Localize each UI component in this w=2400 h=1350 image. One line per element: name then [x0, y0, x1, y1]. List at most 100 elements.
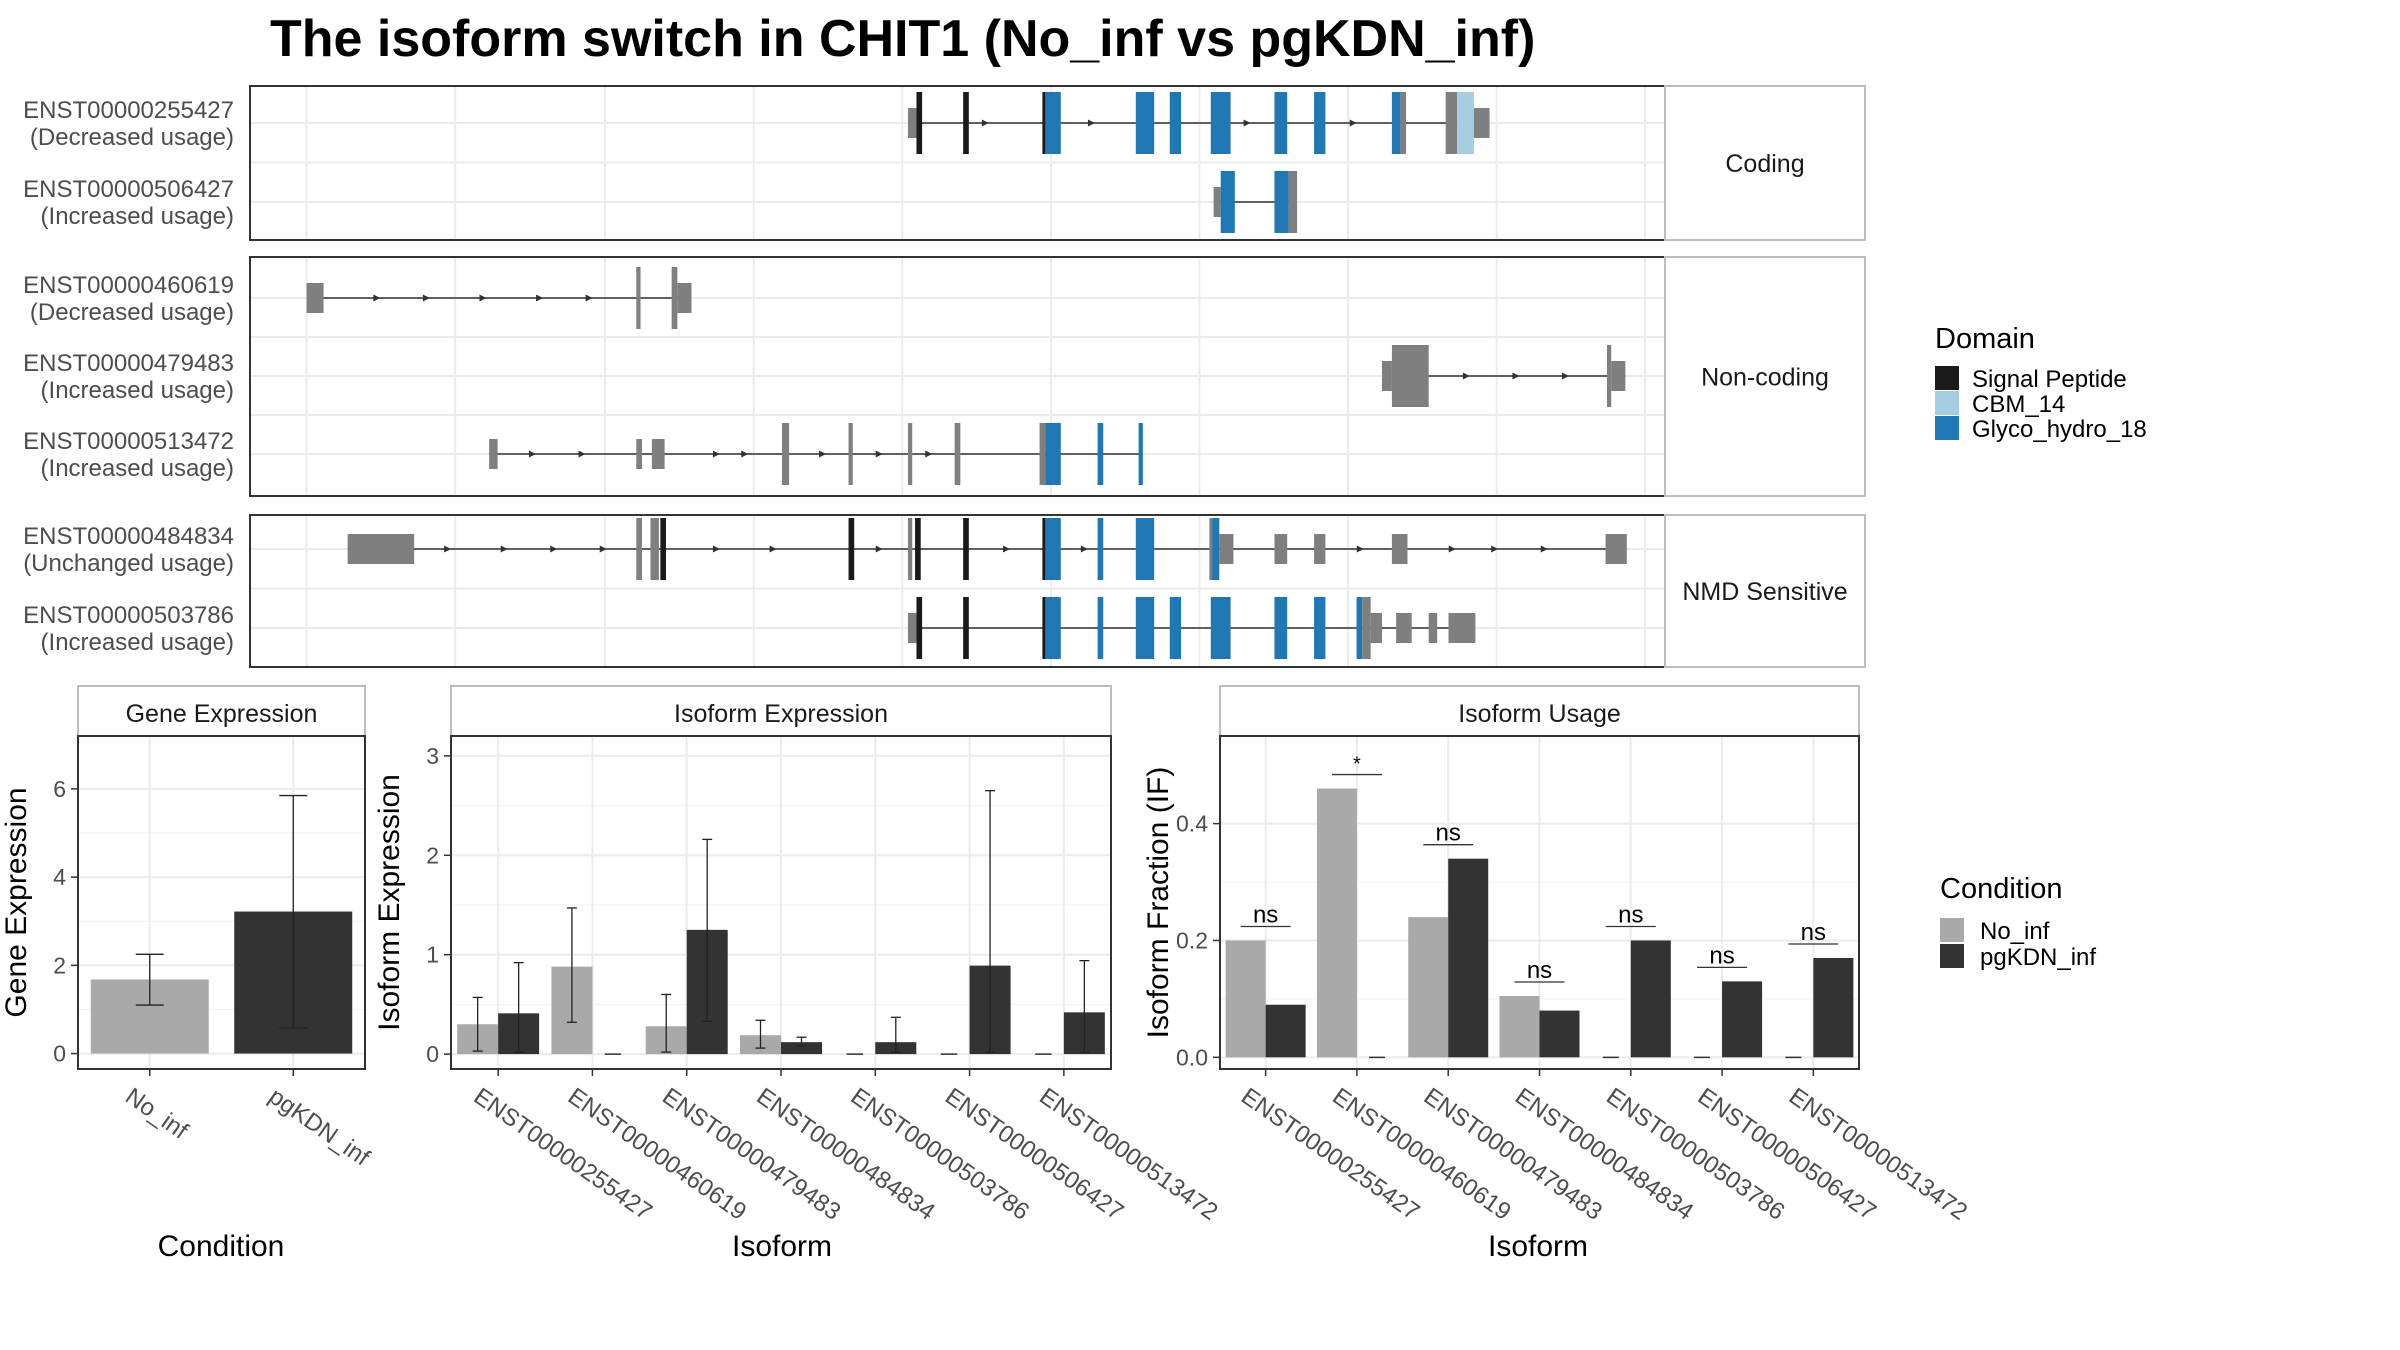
y-axis-title: Isoform Fraction (IF) — [1142, 767, 1175, 1039]
exon-block — [1356, 597, 1363, 659]
significance-label: ns — [1436, 820, 1461, 847]
x-tick-label: No_inf — [120, 1083, 193, 1145]
bar — [1722, 981, 1763, 1058]
strand-arrow — [1243, 119, 1251, 127]
legend-key-swatch — [1935, 416, 1959, 440]
exon-block — [848, 423, 853, 485]
y-tick-label: 0 — [426, 1041, 439, 1067]
panel-strip-title: Isoform Expression — [674, 700, 888, 728]
y-tick-label: 4 — [53, 864, 66, 890]
legend-key-swatch — [1935, 391, 1959, 415]
strand-arrow — [1462, 372, 1470, 380]
exon-block — [1045, 92, 1061, 154]
panel-strip-title: Isoform Usage — [1458, 700, 1621, 728]
exon-block — [1314, 597, 1326, 659]
exon-block — [1611, 361, 1626, 391]
isoform-structure-plot: ENST00000255427(Decreased usage)ENST0000… — [23, 85, 1866, 668]
bar-panel-border — [77, 735, 366, 1070]
strand-arrow — [1349, 119, 1357, 127]
exon-block — [1274, 597, 1288, 659]
exon-block — [1138, 423, 1143, 485]
y-tick-label: 0.4 — [1176, 811, 1208, 837]
exon-block — [1605, 534, 1627, 564]
expression-bar-panels: Gene Expression 0 2 4 6 No_inf pgKDN_inf Condit… — [0, 685, 1972, 1263]
exon-block — [916, 597, 923, 659]
exon-block — [1274, 534, 1288, 564]
transcript-usage-label: (Decreased usage) — [30, 124, 234, 151]
exon-block — [1428, 613, 1438, 643]
bar — [1265, 1004, 1306, 1058]
significance-label: ns — [1618, 901, 1643, 928]
strand-arrow — [578, 450, 586, 458]
exon-block — [1169, 597, 1182, 659]
exon-block — [677, 283, 692, 313]
bar-panel-border — [1219, 735, 1860, 1070]
bar — [1499, 995, 1540, 1058]
exon-block — [1396, 613, 1412, 643]
y-tick-label: 1 — [426, 942, 439, 968]
transcript-usage-label: (Decreased usage) — [30, 299, 234, 326]
y-axis-title: Isoform Expression — [373, 774, 406, 1031]
legend-key-label: Glyco_hydro_18 — [1972, 416, 2147, 443]
exon-block — [963, 518, 969, 580]
exon-block — [1045, 518, 1061, 580]
strand-arrow — [536, 294, 544, 302]
bar — [1539, 1010, 1580, 1058]
exon-block — [1288, 171, 1298, 233]
exon-block — [954, 423, 961, 485]
y-tick-label: 0.0 — [1176, 1044, 1208, 1070]
strand-arrow — [1512, 372, 1520, 380]
structure-panel-bg — [250, 515, 1665, 667]
exon-block — [1135, 92, 1155, 154]
exon-block — [963, 92, 969, 154]
significance-label: ns — [1709, 942, 1734, 969]
legend-key-label: Signal Peptide — [1972, 366, 2127, 393]
exon-block — [650, 518, 659, 580]
strand-arrow — [1491, 545, 1499, 553]
bar — [1316, 788, 1357, 1058]
exon-block — [1274, 171, 1289, 233]
strand-arrow — [981, 119, 989, 127]
panel-strip-title: Gene Expression — [126, 700, 318, 728]
transcript-usage-label: (Increased usage) — [41, 377, 234, 404]
exon-block — [1382, 361, 1392, 391]
exon-block — [1039, 423, 1046, 485]
exon-block — [636, 439, 642, 469]
transcript-usage-label: (Increased usage) — [41, 629, 234, 656]
legend-key-label: pgKDN_inf — [1980, 944, 2096, 971]
strand-arrow — [373, 294, 381, 302]
exon-block — [1097, 518, 1104, 580]
exon-block — [1210, 92, 1231, 154]
strand-arrow — [875, 450, 883, 458]
domain-legend: Domain Signal PeptideCBM_14Glyco_hydro_1… — [1935, 323, 2147, 443]
bar-panel-border — [450, 735, 1112, 1070]
transcript-usage-label: (Unchanged usage) — [23, 550, 234, 577]
transcript-id-label: ENST00000479483 — [23, 350, 234, 377]
transcript-id-label: ENST00000513472 — [23, 428, 234, 455]
exon-block — [1274, 92, 1288, 154]
exon-block — [1219, 534, 1234, 564]
facet-strip — [1664, 256, 1866, 497]
legend-key-swatch — [1940, 918, 1964, 942]
bar — [1448, 858, 1489, 1058]
bar — [1813, 958, 1854, 1058]
exon-block — [1606, 345, 1612, 407]
bar — [1408, 917, 1449, 1058]
exon-block — [306, 283, 324, 313]
y-tick-label: 0 — [53, 1041, 66, 1067]
exon-block — [1391, 534, 1408, 564]
exon-block — [916, 92, 923, 154]
exon-block — [963, 597, 969, 659]
exon-block — [651, 439, 665, 469]
exon-block — [915, 518, 921, 580]
exon-block — [1042, 597, 1046, 659]
panel-strip — [77, 685, 366, 737]
strand-arrow — [599, 545, 607, 553]
exon-block — [1314, 534, 1326, 564]
legend-key-swatch — [1935, 366, 1959, 390]
exon-block — [1135, 597, 1155, 659]
strand-arrow — [712, 450, 720, 458]
exon-block — [347, 534, 415, 564]
